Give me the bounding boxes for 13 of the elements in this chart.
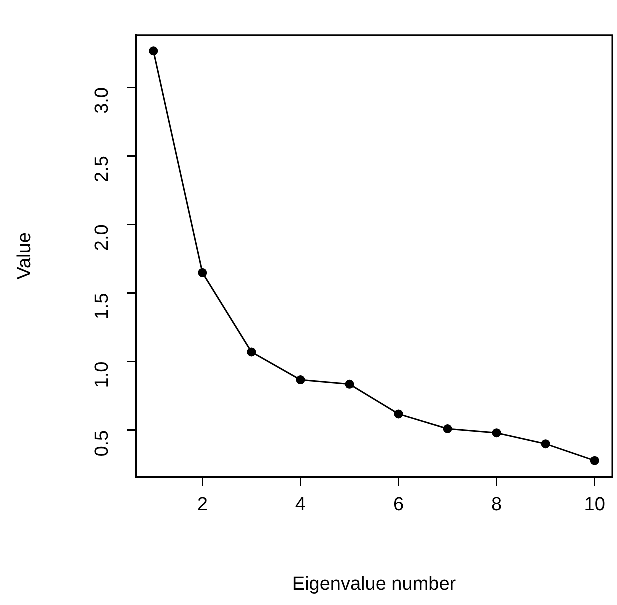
y-tick-label: 3.0: [92, 88, 114, 114]
x-tick-label: 6: [393, 494, 404, 516]
y-axis-title: Value: [14, 232, 36, 280]
y-tick-label: 2.0: [92, 224, 114, 252]
x-tick-label: 4: [295, 494, 306, 516]
x-tick-label: 2: [197, 494, 208, 516]
x-tick-label: 8: [492, 494, 502, 516]
y-tick-label: 1.5: [92, 293, 114, 320]
y-tick-label: 2.5: [92, 156, 114, 183]
x-axis-title: Eigenvalue number: [292, 574, 457, 595]
y-tick-label: 0.5: [92, 430, 114, 457]
y-tick-label: 1.0: [92, 362, 114, 388]
x-tick-label: 10: [584, 494, 606, 516]
